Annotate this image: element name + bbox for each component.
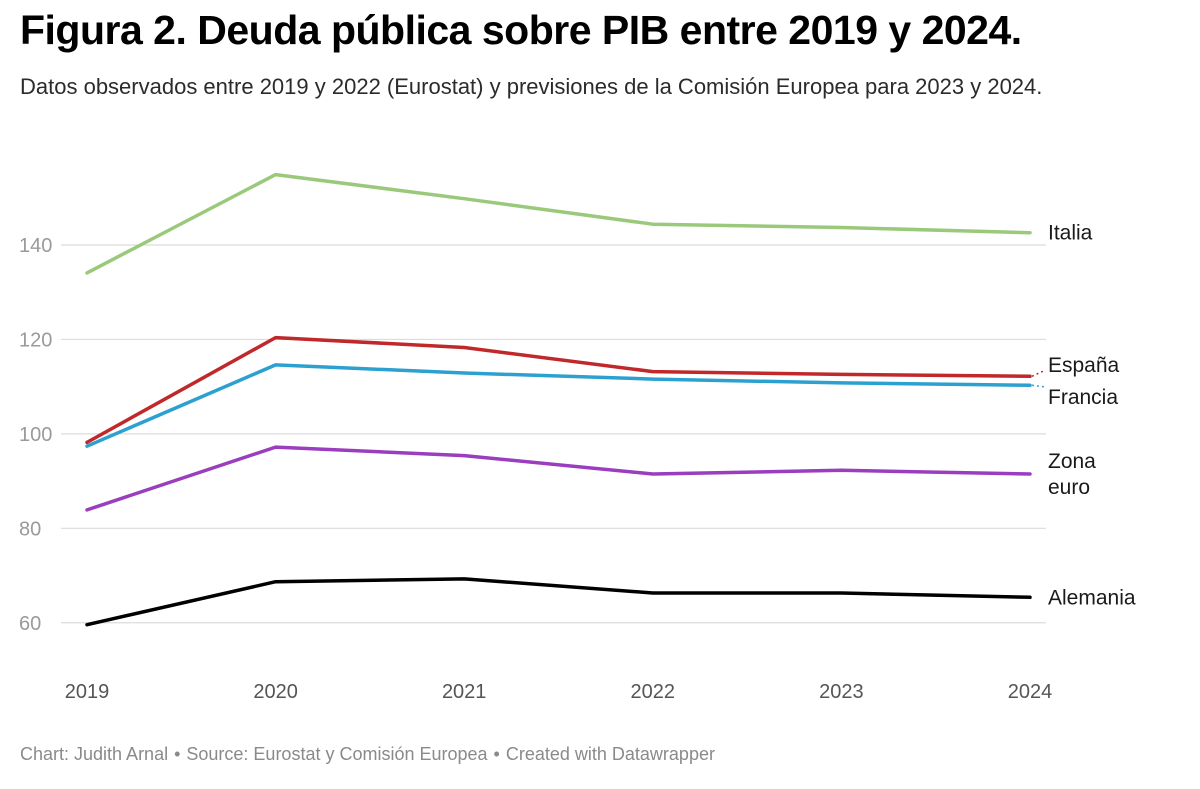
chart-subtitle: Datos observados entre 2019 y 2022 (Euro…	[20, 74, 1043, 99]
series-label-zona-euro: euro	[1048, 476, 1090, 499]
footer-separator: •	[174, 744, 181, 764]
series-label-españa: España	[1048, 354, 1120, 377]
created-with-credit: Created with Datawrapper	[505, 744, 715, 764]
x-tick-label: 2021	[442, 681, 487, 703]
x-tick-label: 2024	[1008, 681, 1053, 703]
series-line-italia	[85, 172, 1032, 275]
chart-credit: Chart: Judith Arnal	[20, 744, 169, 764]
chart-title: Figura 2. Deuda pública sobre PIB entre …	[20, 7, 1022, 53]
source-credit: Source: Eurostat y Comisión Europea	[186, 744, 488, 764]
series-label-alemania: Alemania	[1048, 586, 1136, 609]
y-tick-label: 60	[19, 613, 41, 635]
series-line-zona-euro	[85, 445, 1032, 512]
y-tick-label: 140	[19, 235, 52, 257]
label-connector-españa	[1031, 370, 1045, 377]
series-label-francia: Francia	[1048, 386, 1118, 409]
series-label-zona-euro: Zona	[1048, 450, 1096, 473]
label-connector-francia	[1031, 384, 1045, 388]
y-tick-label: 100	[19, 424, 52, 446]
series-line-francia	[85, 363, 1032, 448]
y-tick-label: 120	[19, 329, 52, 351]
x-tick-label: 2019	[65, 681, 110, 703]
x-tick-label: 2022	[631, 681, 676, 703]
series-label-italia: Italia	[1048, 222, 1093, 245]
chart-footer: Chart: Judith Arnal • Source: Eurostat y C…	[20, 742, 715, 766]
x-tick-label: 2023	[819, 681, 864, 703]
series-line-alemania	[85, 577, 1032, 627]
y-tick-label: 80	[19, 518, 41, 540]
series-line-españa	[85, 335, 1032, 445]
footer-separator: •	[493, 744, 500, 764]
x-tick-label: 2020	[253, 681, 298, 703]
